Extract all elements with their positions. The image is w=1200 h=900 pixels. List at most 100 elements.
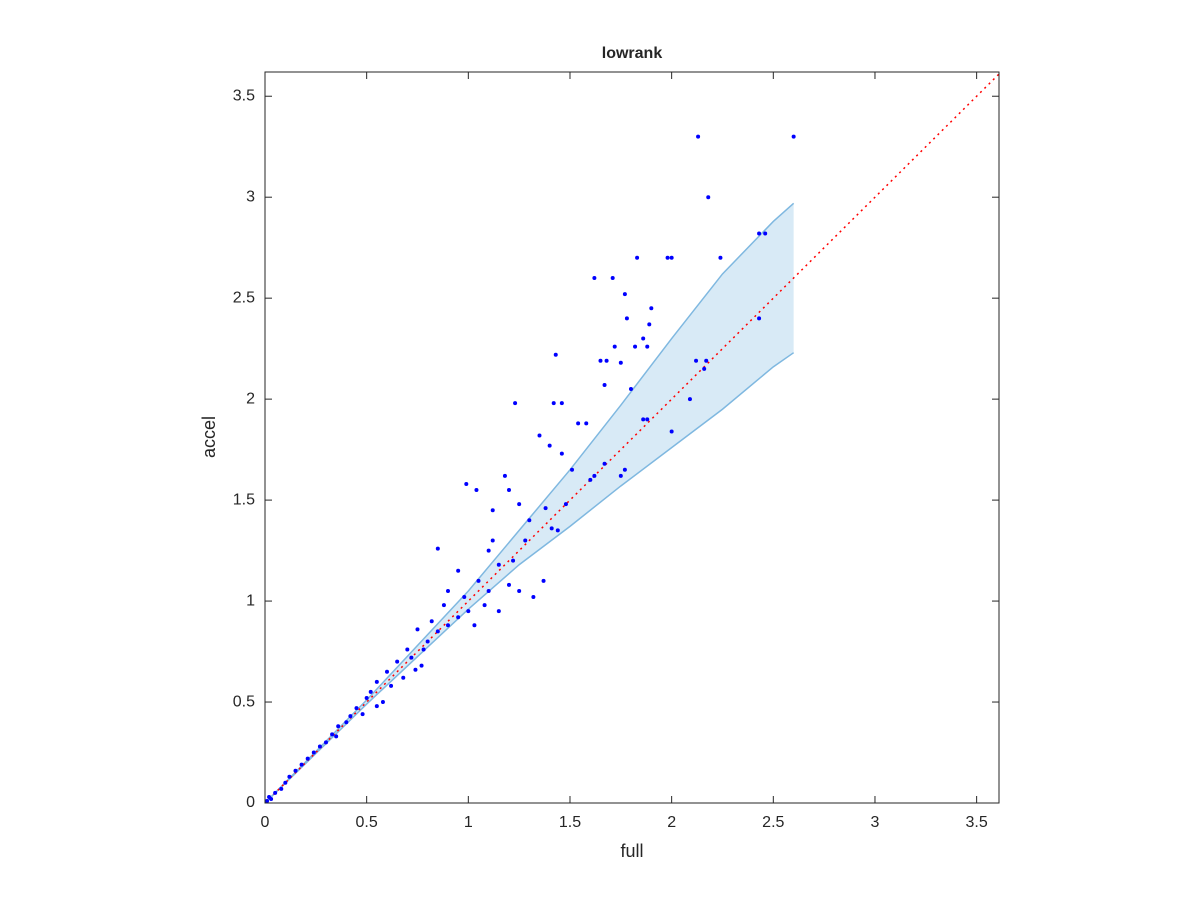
point	[421, 647, 426, 652]
point	[633, 344, 638, 349]
point	[389, 683, 394, 688]
y-tick-label: 2	[246, 390, 255, 407]
y-tick-label: 1	[246, 592, 255, 609]
point	[669, 429, 674, 434]
point	[496, 609, 501, 614]
point	[317, 744, 322, 749]
point	[330, 732, 335, 737]
point	[405, 647, 410, 652]
point	[474, 488, 479, 493]
point	[635, 255, 640, 260]
point	[486, 548, 491, 553]
point	[602, 461, 607, 466]
band-lower	[264, 352, 795, 804]
point	[279, 786, 284, 791]
point	[496, 562, 501, 567]
point	[612, 344, 617, 349]
point	[555, 528, 560, 533]
point	[763, 231, 768, 236]
point	[490, 508, 495, 513]
point	[757, 316, 762, 321]
point	[706, 195, 711, 200]
point	[547, 443, 552, 448]
point	[694, 358, 699, 363]
point	[374, 679, 379, 684]
point	[360, 712, 365, 717]
point	[718, 255, 723, 260]
y-tick-label: 2.5	[233, 289, 255, 306]
point	[311, 750, 316, 755]
point	[435, 629, 440, 634]
point	[334, 734, 339, 739]
y-tick-label: 3	[246, 188, 255, 205]
x-tick-label: 3.5	[966, 814, 988, 831]
point	[395, 659, 400, 664]
point	[265, 798, 270, 803]
x-tick-label: 1	[464, 814, 473, 831]
point	[669, 255, 674, 260]
point	[628, 387, 633, 392]
point	[273, 790, 278, 795]
point	[549, 526, 554, 531]
point	[513, 401, 518, 406]
y-tick-label: 0	[246, 794, 255, 811]
point	[604, 358, 609, 363]
point	[299, 762, 304, 767]
point	[409, 655, 414, 660]
point	[563, 502, 568, 507]
y-tick-label: 0.5	[233, 693, 255, 710]
point	[486, 588, 491, 593]
point	[415, 627, 420, 632]
point	[502, 473, 507, 478]
x-tick-label: 2	[667, 814, 676, 831]
point	[645, 417, 650, 422]
point	[592, 473, 597, 478]
point	[687, 397, 692, 402]
point	[598, 358, 603, 363]
point	[506, 488, 511, 493]
point	[527, 518, 532, 523]
point	[462, 595, 467, 600]
point	[704, 358, 709, 363]
point	[618, 360, 623, 365]
point	[559, 451, 564, 456]
point	[511, 558, 516, 563]
point	[622, 292, 627, 297]
x-tick-label: 2.5	[762, 814, 784, 831]
point	[364, 695, 369, 700]
point	[647, 322, 652, 327]
band-upper	[264, 202, 795, 804]
point	[553, 352, 558, 357]
point	[622, 467, 627, 472]
point	[584, 421, 589, 426]
point	[354, 706, 359, 711]
point	[551, 401, 556, 406]
y-tick-label: 3.5	[233, 87, 255, 104]
point	[588, 477, 593, 482]
x-tick-label: 0	[261, 814, 270, 831]
point	[602, 382, 607, 387]
point	[506, 582, 511, 587]
point	[287, 774, 292, 779]
point	[368, 689, 373, 694]
point	[476, 578, 481, 583]
x-tick-label: 0.5	[356, 814, 378, 831]
point	[610, 275, 615, 280]
point	[267, 794, 272, 799]
point	[472, 623, 477, 628]
point	[702, 366, 707, 371]
point	[482, 603, 487, 608]
point	[541, 578, 546, 583]
point	[559, 401, 564, 406]
point	[305, 756, 310, 761]
point	[517, 588, 522, 593]
point	[344, 720, 349, 725]
point	[336, 724, 341, 729]
point	[624, 316, 629, 321]
point	[456, 615, 461, 620]
axes-box	[264, 71, 1000, 804]
point	[645, 344, 650, 349]
point	[592, 275, 597, 280]
x-tick-label: 3	[871, 814, 880, 831]
